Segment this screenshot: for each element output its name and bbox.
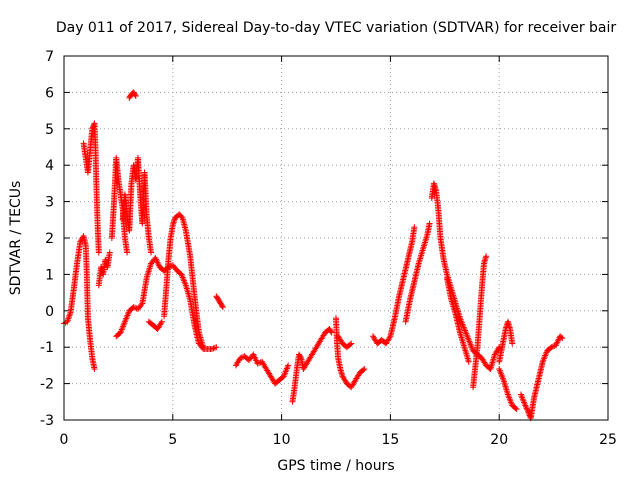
data-point bbox=[213, 344, 220, 351]
y-tick-label: -3 bbox=[40, 413, 54, 429]
x-tick-label: 15 bbox=[381, 432, 399, 448]
data-point bbox=[219, 304, 226, 311]
chart-title: Day 011 of 2017, Sidereal Day-to-day VTE… bbox=[56, 20, 617, 36]
data-point bbox=[483, 253, 490, 260]
data-point bbox=[208, 346, 215, 353]
x-tick-labels: 0 5 10 15 20 25 bbox=[60, 432, 617, 448]
data-point bbox=[509, 340, 516, 347]
data-point bbox=[348, 340, 355, 347]
data-point bbox=[360, 366, 367, 373]
data-point bbox=[386, 334, 393, 341]
data-point bbox=[297, 353, 304, 360]
y-tick-label: 2 bbox=[45, 231, 54, 247]
data-point bbox=[522, 402, 529, 409]
data-point bbox=[211, 344, 218, 351]
x-tick-label: 5 bbox=[168, 432, 177, 448]
data-point bbox=[347, 341, 354, 348]
grid-lines bbox=[64, 56, 608, 420]
data-point bbox=[285, 362, 292, 369]
data-point bbox=[558, 334, 565, 341]
y-tick-label: 7 bbox=[45, 49, 54, 65]
data-point bbox=[130, 304, 137, 311]
x-tick-label: 10 bbox=[273, 432, 291, 448]
data-point bbox=[522, 403, 529, 410]
data-point bbox=[548, 344, 555, 351]
data-point bbox=[524, 406, 531, 413]
data-point bbox=[148, 249, 155, 256]
data-point bbox=[200, 344, 207, 351]
data-point bbox=[411, 224, 418, 231]
y-tick-labels: -3 -2 -1 0 1 2 3 4 5 6 7 bbox=[40, 49, 54, 429]
data-point bbox=[210, 345, 217, 352]
data-point bbox=[132, 91, 139, 98]
x-tick-label: 25 bbox=[599, 432, 617, 448]
plot-frame bbox=[63, 55, 609, 421]
data-point bbox=[523, 405, 530, 412]
data-point bbox=[158, 318, 165, 325]
data-point bbox=[559, 335, 566, 342]
data-point bbox=[91, 366, 98, 373]
data-point bbox=[513, 406, 520, 413]
y-tick-label: -1 bbox=[40, 340, 54, 356]
data-point bbox=[132, 93, 139, 100]
y-tick-label: 3 bbox=[45, 195, 54, 211]
data-point bbox=[219, 302, 226, 309]
data-point bbox=[426, 220, 433, 227]
data-point bbox=[133, 305, 140, 312]
data-point bbox=[158, 320, 165, 327]
data-point bbox=[495, 345, 502, 352]
data-point bbox=[237, 355, 244, 362]
data-point bbox=[124, 249, 131, 256]
x-tick-label: 0 bbox=[60, 432, 69, 448]
data-point bbox=[524, 408, 531, 415]
data-point bbox=[95, 249, 102, 256]
data-point bbox=[549, 343, 556, 350]
data-points bbox=[61, 89, 566, 422]
x-axis-title: GPS time / hours bbox=[277, 458, 394, 474]
data-point bbox=[106, 249, 113, 256]
y-tick-label: 4 bbox=[45, 158, 54, 174]
y-tick-label: 6 bbox=[45, 85, 54, 101]
y-tick-label: 5 bbox=[45, 122, 54, 138]
y-axis-title: SDTVAR / TECUs bbox=[8, 181, 24, 296]
data-point bbox=[361, 366, 368, 373]
data-point bbox=[178, 213, 185, 220]
data-point bbox=[138, 301, 145, 308]
data-point bbox=[327, 328, 334, 335]
y-tick-label: -2 bbox=[40, 377, 54, 393]
data-point bbox=[254, 360, 261, 367]
x-tick-label: 20 bbox=[490, 432, 508, 448]
data-point bbox=[512, 405, 519, 412]
y-tick-label: 1 bbox=[45, 267, 54, 283]
data-point bbox=[465, 358, 472, 365]
y-tick-label: 0 bbox=[45, 304, 54, 320]
